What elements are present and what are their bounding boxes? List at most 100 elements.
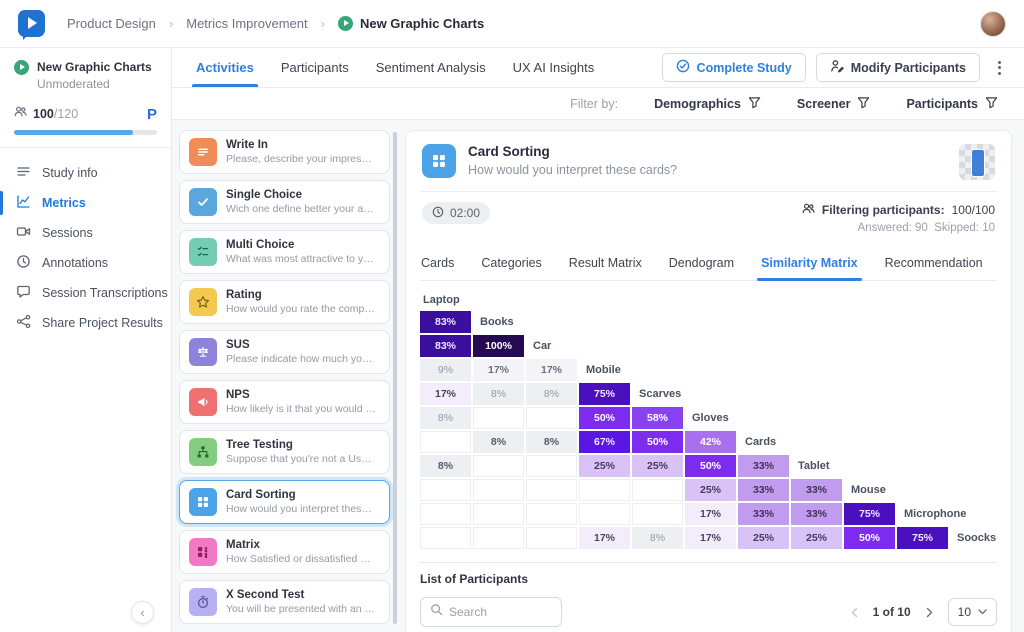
matrix-cell	[579, 503, 630, 525]
matrix-cell	[473, 503, 524, 525]
matrix-cell	[632, 503, 683, 525]
activity-title: Write In	[226, 138, 268, 151]
study-status-icon	[14, 60, 29, 75]
p-badge: P	[146, 105, 157, 123]
matrix-row: 83% 100% Car	[420, 335, 997, 357]
sidebar-item-annotations[interactable]: Annotations	[0, 248, 171, 278]
result-tab-recommendation[interactable]: Recommendation	[884, 256, 983, 270]
result-tab-result-matrix[interactable]: Result Matrix	[568, 256, 642, 270]
funnel-icon	[857, 96, 870, 112]
matrix-cell: 100%	[473, 335, 524, 357]
activity-description: Please indicate how much you agre...	[226, 352, 376, 365]
result-tab-categories[interactable]: Categories	[481, 256, 542, 270]
complete-study-button[interactable]: Complete Study	[661, 53, 806, 82]
check-circle-icon	[676, 59, 690, 76]
progress-current: 100	[33, 107, 54, 121]
tab-activities[interactable]: Activities	[192, 48, 258, 87]
breadcrumb-separator: ›	[168, 16, 174, 31]
card-sorting-icon	[422, 144, 456, 178]
activity-card-matrix[interactable]: Matrix How Satisfied or dissatisfied are …	[179, 530, 390, 574]
tab-sentiment-analysis[interactable]: Sentiment Analysis	[375, 60, 486, 75]
sidebar-item-label: Share Project Results	[42, 316, 163, 330]
activity-card-single-choice[interactable]: Single Choice Wich one define better your…	[179, 180, 390, 224]
answered-skipped: Answered: 90 Skipped: 10	[857, 222, 995, 234]
activity-card-tree-testing[interactable]: Tree Testing Suppose that you're not a Us…	[179, 430, 390, 474]
card-sorting-panel: Card Sorting How would you interpret the…	[405, 130, 1012, 632]
chevron-down-icon	[978, 609, 987, 615]
filter-screener[interactable]: Screener	[797, 96, 871, 112]
activity-description: You will be presented with an image...	[226, 602, 376, 615]
matrix-cell: 42%	[685, 431, 736, 453]
top-bar: Product Design › Metrics Improvement › New G…	[0, 0, 1024, 48]
matrix-cell: 25%	[685, 479, 736, 501]
sidebar: New Graphic Charts Unmoderated 100/120 P…	[0, 48, 172, 632]
matrix-row: 17% 8% 17% 25% 25% 50% 75% Soocks	[420, 527, 997, 549]
activity-card-texts: Tree Testing Suppose that you're not a Us…	[226, 438, 376, 467]
next-page-button[interactable]	[925, 607, 934, 618]
matrix-cell: 33%	[738, 503, 789, 525]
result-tab-cards[interactable]: Cards	[421, 256, 455, 270]
tab-participants[interactable]: Participants	[280, 60, 349, 75]
sidebar-item-session-transcriptions[interactable]: Session Transcriptions	[0, 278, 171, 308]
matrix-cell: 17%	[526, 359, 577, 381]
activity-scrollbar[interactable]	[393, 132, 397, 624]
sidebar-item-label: Sessions	[42, 226, 93, 240]
filter-participants[interactable]: Participants	[906, 96, 998, 112]
matrix-row: 9% 17% 17% Mobile	[420, 359, 997, 381]
activity-title: Rating	[226, 288, 262, 301]
panel-subtitle: How would you interpret these cards?	[468, 163, 678, 177]
matrix-item-label: Tablet	[798, 460, 830, 472]
tab-ux-ai-insights[interactable]: UX AI Insights	[512, 60, 595, 75]
matrix-cell: 8%	[526, 383, 577, 405]
page-size-select[interactable]: 10	[947, 598, 997, 626]
matrix-row: 8% 50% 58% Gloves	[420, 407, 997, 429]
matrix-cell: 8%	[420, 455, 471, 477]
search-input[interactable]	[449, 605, 552, 619]
breadcrumb-item[interactable]: Metrics Improvement	[186, 16, 308, 31]
breadcrumb-separator: ›	[320, 16, 325, 31]
matrix-cell	[420, 479, 471, 501]
app-logo-icon[interactable]	[18, 10, 45, 37]
activity-description: Please, describe your impressions a...	[226, 152, 376, 165]
matrix-cell: 67%	[579, 431, 630, 453]
sidebar-item-study-info[interactable]: Study info	[0, 158, 171, 188]
chat-icon	[16, 284, 31, 302]
filter-demographics[interactable]: Demographics	[654, 96, 761, 112]
matrix-cell: 17%	[579, 527, 630, 549]
user-avatar[interactable]	[980, 10, 1006, 37]
activity-card-x-second-test[interactable]: X Second Test You will be presented with …	[179, 580, 390, 624]
sidebar-collapse-button[interactable]: ‹	[131, 601, 154, 624]
matrix-cell: 25%	[579, 455, 630, 477]
matrix-cell: 33%	[738, 479, 789, 501]
modify-participants-button[interactable]: Modify Participants	[815, 53, 980, 82]
filtering-participants: Filtering participants: 100/100	[802, 202, 995, 218]
timer-badge: 02:00	[422, 202, 491, 224]
sidebar-item-share-project-results[interactable]: Share Project Results	[0, 308, 171, 338]
matrix-cell	[526, 527, 577, 549]
breadcrumb-item[interactable]: Product Design	[67, 16, 156, 31]
multi-choice-icon	[189, 238, 217, 266]
matrix-cell	[473, 455, 524, 477]
activity-card-multi-choice[interactable]: Multi Choice What was most attractive to …	[179, 230, 390, 274]
activity-title: X Second Test	[226, 588, 305, 601]
prev-page-button[interactable]	[850, 607, 859, 618]
sidebar-item-sessions[interactable]: Sessions	[0, 218, 171, 248]
result-tab-dendogram[interactable]: Dendogram	[668, 256, 735, 270]
panel-title: Card Sorting	[468, 144, 550, 159]
activity-card-card-sorting[interactable]: Card Sorting How would you interpret thes…	[179, 480, 390, 524]
activity-title: Matrix	[226, 538, 260, 551]
more-options-button[interactable]	[990, 57, 1008, 79]
sidebar-item-metrics[interactable]: Metrics	[0, 188, 171, 218]
breadcrumb-item[interactable]: New Graphic Charts	[337, 16, 484, 31]
result-tab-similarity-matrix[interactable]: Similarity Matrix	[757, 248, 862, 281]
funnel-icon	[748, 96, 761, 112]
participant-search[interactable]	[420, 597, 562, 627]
activity-thumbnail[interactable]	[959, 144, 995, 180]
